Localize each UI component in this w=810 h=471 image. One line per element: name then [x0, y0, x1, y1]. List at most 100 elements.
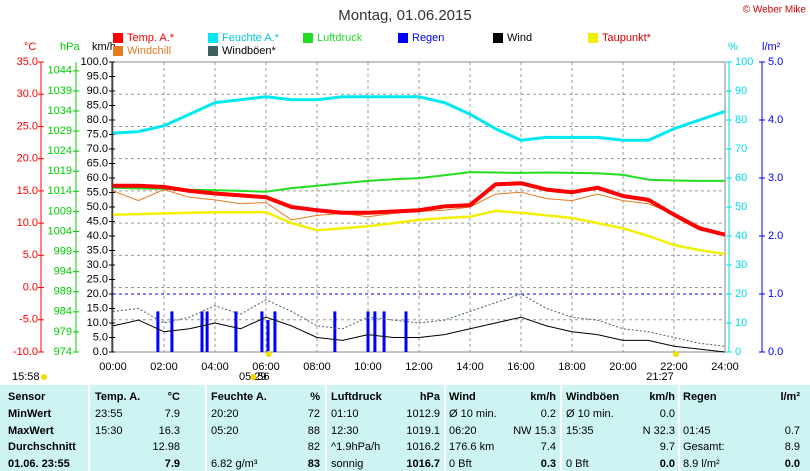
legend-swatch — [398, 33, 408, 43]
x-tick-label: 16:00 — [507, 361, 535, 373]
table-cell: 1016.7 — [406, 457, 440, 470]
table-cell: 7.9 — [164, 457, 180, 470]
chart: Montag, 01.06.2015 © Weber Mike 00:00 02:… — [12, 5, 806, 383]
table-cell: 8.9 — [784, 441, 800, 453]
x-tick-label: 22:00 — [660, 361, 688, 373]
table-cell: 0.0 — [784, 457, 800, 470]
table-cell: 0 Bft — [449, 457, 472, 470]
legend-swatch — [493, 33, 503, 43]
rain-bar — [266, 320, 270, 352]
table-cell: Temp. A. — [95, 391, 141, 403]
legend-label: Taupunkt* — [602, 32, 652, 44]
x-tick-label: 06:00 — [252, 361, 280, 373]
y-tick-label: 50 — [735, 201, 747, 213]
y-tick-label: 974 — [54, 346, 72, 358]
y-tick-label: 5.0 — [93, 331, 108, 343]
column-separator — [205, 385, 207, 471]
table-cell: 82 — [307, 441, 320, 453]
legend-swatch — [113, 46, 123, 56]
y-tick-label: 55.0 — [87, 186, 108, 198]
y-tick-label: 5.0 — [23, 249, 38, 261]
table-cell: 0 Bft — [566, 457, 589, 470]
sun-marker — [250, 374, 257, 380]
axis-title: % — [728, 41, 738, 53]
table-cell: Ø 10 min. — [449, 408, 497, 420]
legend-label: Windböen* — [222, 45, 277, 57]
table-cell: hPa — [419, 391, 440, 403]
y-tick-label: 994 — [54, 266, 72, 278]
y-tick-label: 35.0 — [17, 56, 38, 68]
y-tick-label: 3.0 — [768, 172, 783, 184]
axis-title: km/h — [92, 41, 116, 53]
table-cell: Feuchte A. — [211, 391, 267, 403]
column-separator — [560, 385, 562, 471]
x-tick-label: 10:00 — [354, 361, 382, 373]
table-cell: 7.4 — [540, 441, 556, 453]
y-tick-label: 1019 — [48, 165, 72, 177]
y-tick-label: 1009 — [48, 205, 72, 217]
y-tick-label: 40 — [735, 230, 747, 242]
series-line — [112, 293, 726, 347]
table-cell: 6.82 g/m³ — [211, 457, 258, 470]
table-cell: % — [310, 391, 320, 403]
table-cell: 176.6 km — [449, 441, 495, 453]
axis-title: hPa — [60, 41, 80, 53]
annotation: 21:27 — [646, 371, 674, 383]
y-tick-label: 10 — [735, 317, 747, 329]
legend-swatch — [113, 33, 123, 43]
table-cell: 83 — [307, 457, 320, 470]
table-cell: Gesamt: — [683, 441, 725, 453]
series-line — [112, 209, 726, 256]
table-cell: 23:55 — [95, 408, 123, 420]
y-tick-label: 0.0 — [93, 346, 108, 358]
y-tick-label: 1029 — [48, 125, 72, 137]
y-tick-label: 0 — [735, 346, 741, 358]
legend-swatch — [208, 33, 218, 43]
y-tick-label: 15.0 — [87, 302, 108, 314]
table-cell: km/h — [649, 391, 675, 403]
x-tick-label: 18:00 — [558, 361, 586, 373]
table-cell: Sensor — [8, 391, 46, 403]
table-cell: 88 — [307, 424, 320, 437]
table-cell: 1019.1 — [406, 424, 440, 437]
table-cell: 9.7 — [659, 441, 675, 453]
rain-bar — [273, 311, 277, 352]
table-cell: 0.2 — [540, 408, 556, 420]
y-tick-label: 1039 — [48, 85, 72, 97]
table-cell: 72 — [307, 408, 320, 420]
y-tick-label: 100.0 — [80, 56, 108, 68]
y-tick-label: 984 — [54, 306, 72, 318]
table-cell: Regen — [683, 391, 717, 403]
table-cell: 12:30 — [331, 424, 359, 437]
y-tick-label: 1024 — [48, 145, 72, 157]
table-cell: 16.3 — [158, 424, 180, 437]
legend-label: Luftdruck — [317, 32, 363, 44]
rain-bar — [170, 311, 174, 352]
rain-bar — [404, 311, 408, 352]
x-tick-label: 04:00 — [201, 361, 229, 373]
y-tick-label: 1044 — [48, 65, 72, 77]
x-tick-label: 00:00 — [99, 361, 127, 373]
series-line — [112, 95, 726, 142]
y-tick-label: 40.0 — [87, 230, 108, 242]
y-tick-label: 4.0 — [768, 114, 783, 126]
rain-bar — [205, 311, 209, 352]
y-tick-label: -10.0 — [13, 346, 38, 358]
y-tick-label: 75.0 — [87, 128, 108, 140]
y-tick-label: 0.0 — [23, 281, 38, 293]
table-cell: 15:30 — [95, 424, 123, 437]
table-cell: 01:45 — [683, 424, 711, 437]
legend-swatch — [208, 46, 218, 56]
y-tick-label: 70 — [735, 143, 747, 155]
table-cell: 06:20 — [449, 424, 477, 437]
y-tick-label: 10.0 — [17, 217, 38, 229]
y-tick-label: 1014 — [48, 185, 72, 197]
sun-marker — [265, 351, 272, 357]
x-tick-label: 12:00 — [405, 361, 433, 373]
x-tick-label: 14:00 — [456, 361, 484, 373]
y-tick-label: 30.0 — [17, 88, 38, 100]
table-cell: Windböen — [566, 391, 620, 403]
table-cell: 0.7 — [784, 424, 800, 437]
y-tick-label: 2.0 — [768, 230, 783, 242]
y-tick-label: 15.0 — [17, 185, 38, 197]
